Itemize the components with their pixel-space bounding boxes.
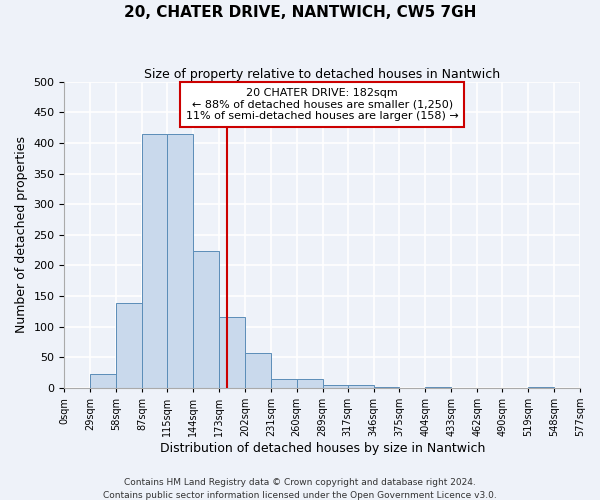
Bar [219, 318, 245, 388]
Text: 20, CHATER DRIVE, NANTWICH, CW5 7GH: 20, CHATER DRIVE, NANTWICH, CW5 7GH [124, 5, 476, 20]
Y-axis label: Number of detached properties: Number of detached properties [15, 136, 28, 334]
Bar [271, 380, 297, 388]
Bar [323, 385, 347, 388]
Bar [347, 385, 374, 388]
Bar [193, 250, 219, 388]
Bar [91, 374, 116, 388]
Text: 20 CHATER DRIVE: 182sqm
← 88% of detached houses are smaller (1,250)
11% of semi: 20 CHATER DRIVE: 182sqm ← 88% of detache… [186, 88, 458, 121]
Title: Size of property relative to detached houses in Nantwich: Size of property relative to detached ho… [144, 68, 500, 80]
Bar [142, 134, 167, 388]
Bar [167, 134, 193, 388]
Bar [297, 378, 323, 388]
Text: Contains HM Land Registry data © Crown copyright and database right 2024.
Contai: Contains HM Land Registry data © Crown c… [103, 478, 497, 500]
Bar [116, 304, 142, 388]
X-axis label: Distribution of detached houses by size in Nantwich: Distribution of detached houses by size … [160, 442, 485, 455]
Bar [245, 353, 271, 388]
